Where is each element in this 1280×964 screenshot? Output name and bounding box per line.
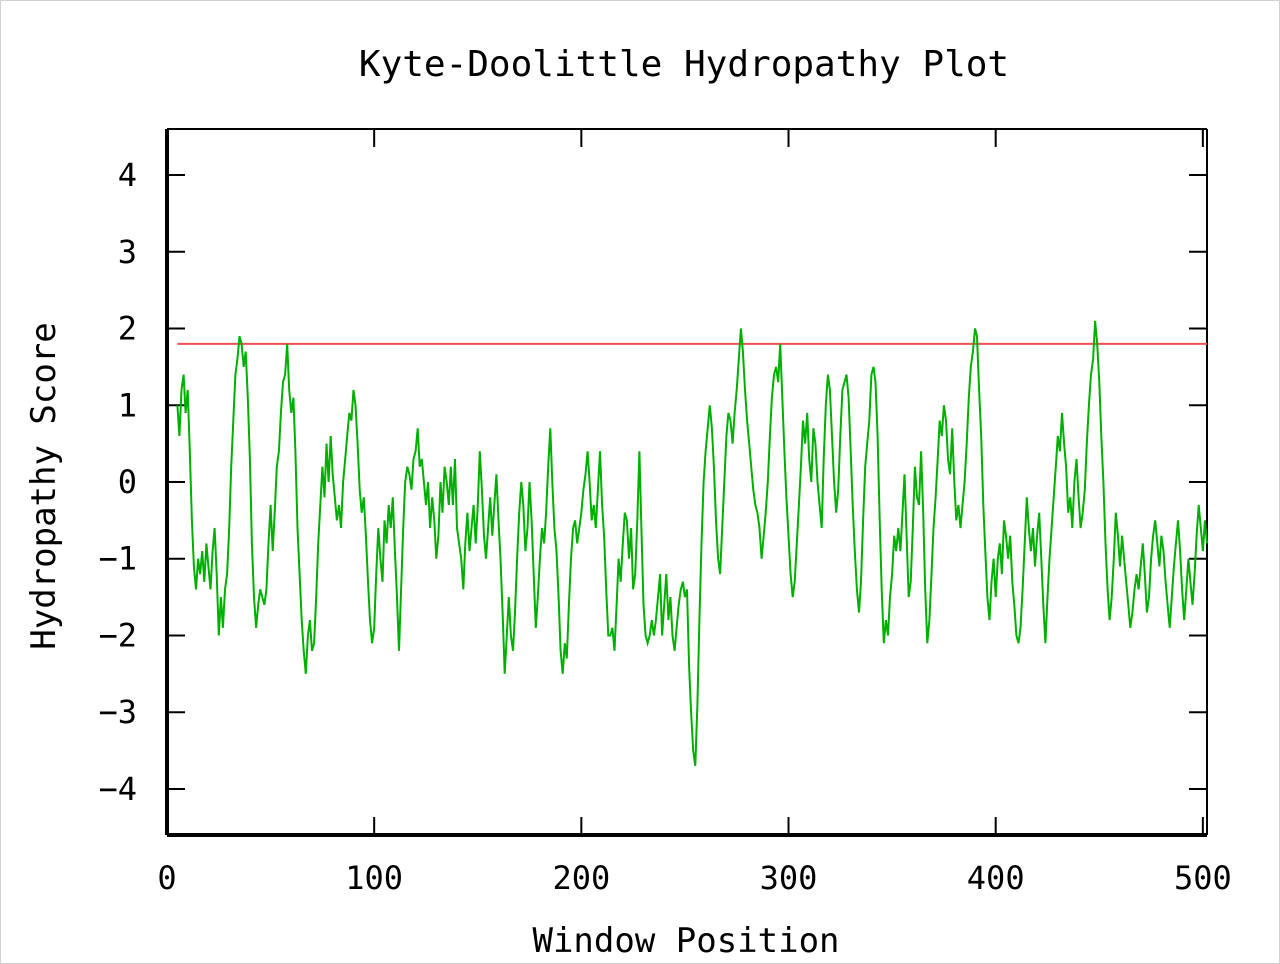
y-tick-label: 3 <box>118 233 137 271</box>
y-tick-label: −3 <box>98 693 137 731</box>
y-tick-label: 1 <box>118 386 137 424</box>
x-tick-label: 500 <box>1174 859 1232 897</box>
y-tick-label: 0 <box>118 463 137 501</box>
chart-title: Kyte-Doolittle Hydropathy Plot <box>359 44 1009 85</box>
x-tick-label: 100 <box>345 859 403 897</box>
y-axis-label: Hydropathy Score <box>24 322 64 650</box>
x-axis-label: Window Position <box>532 921 839 961</box>
hydropathy-series-line <box>176 320 1208 767</box>
x-tick-label: 0 <box>157 859 176 897</box>
x-tick-label: 400 <box>967 859 1025 897</box>
y-tick-label: 4 <box>118 156 137 194</box>
y-tick-label: −4 <box>98 770 137 808</box>
x-tick-label: 200 <box>552 859 610 897</box>
plot-area: 0 100 200 300 400 500 4 3 2 1 0 −1 −2 −3 −4 <box>98 128 1232 897</box>
y-tick-label: 2 <box>118 310 137 348</box>
x-tick-label: 300 <box>760 859 818 897</box>
y-tick-label: −2 <box>98 616 137 654</box>
y-tick-label: −1 <box>98 540 137 578</box>
